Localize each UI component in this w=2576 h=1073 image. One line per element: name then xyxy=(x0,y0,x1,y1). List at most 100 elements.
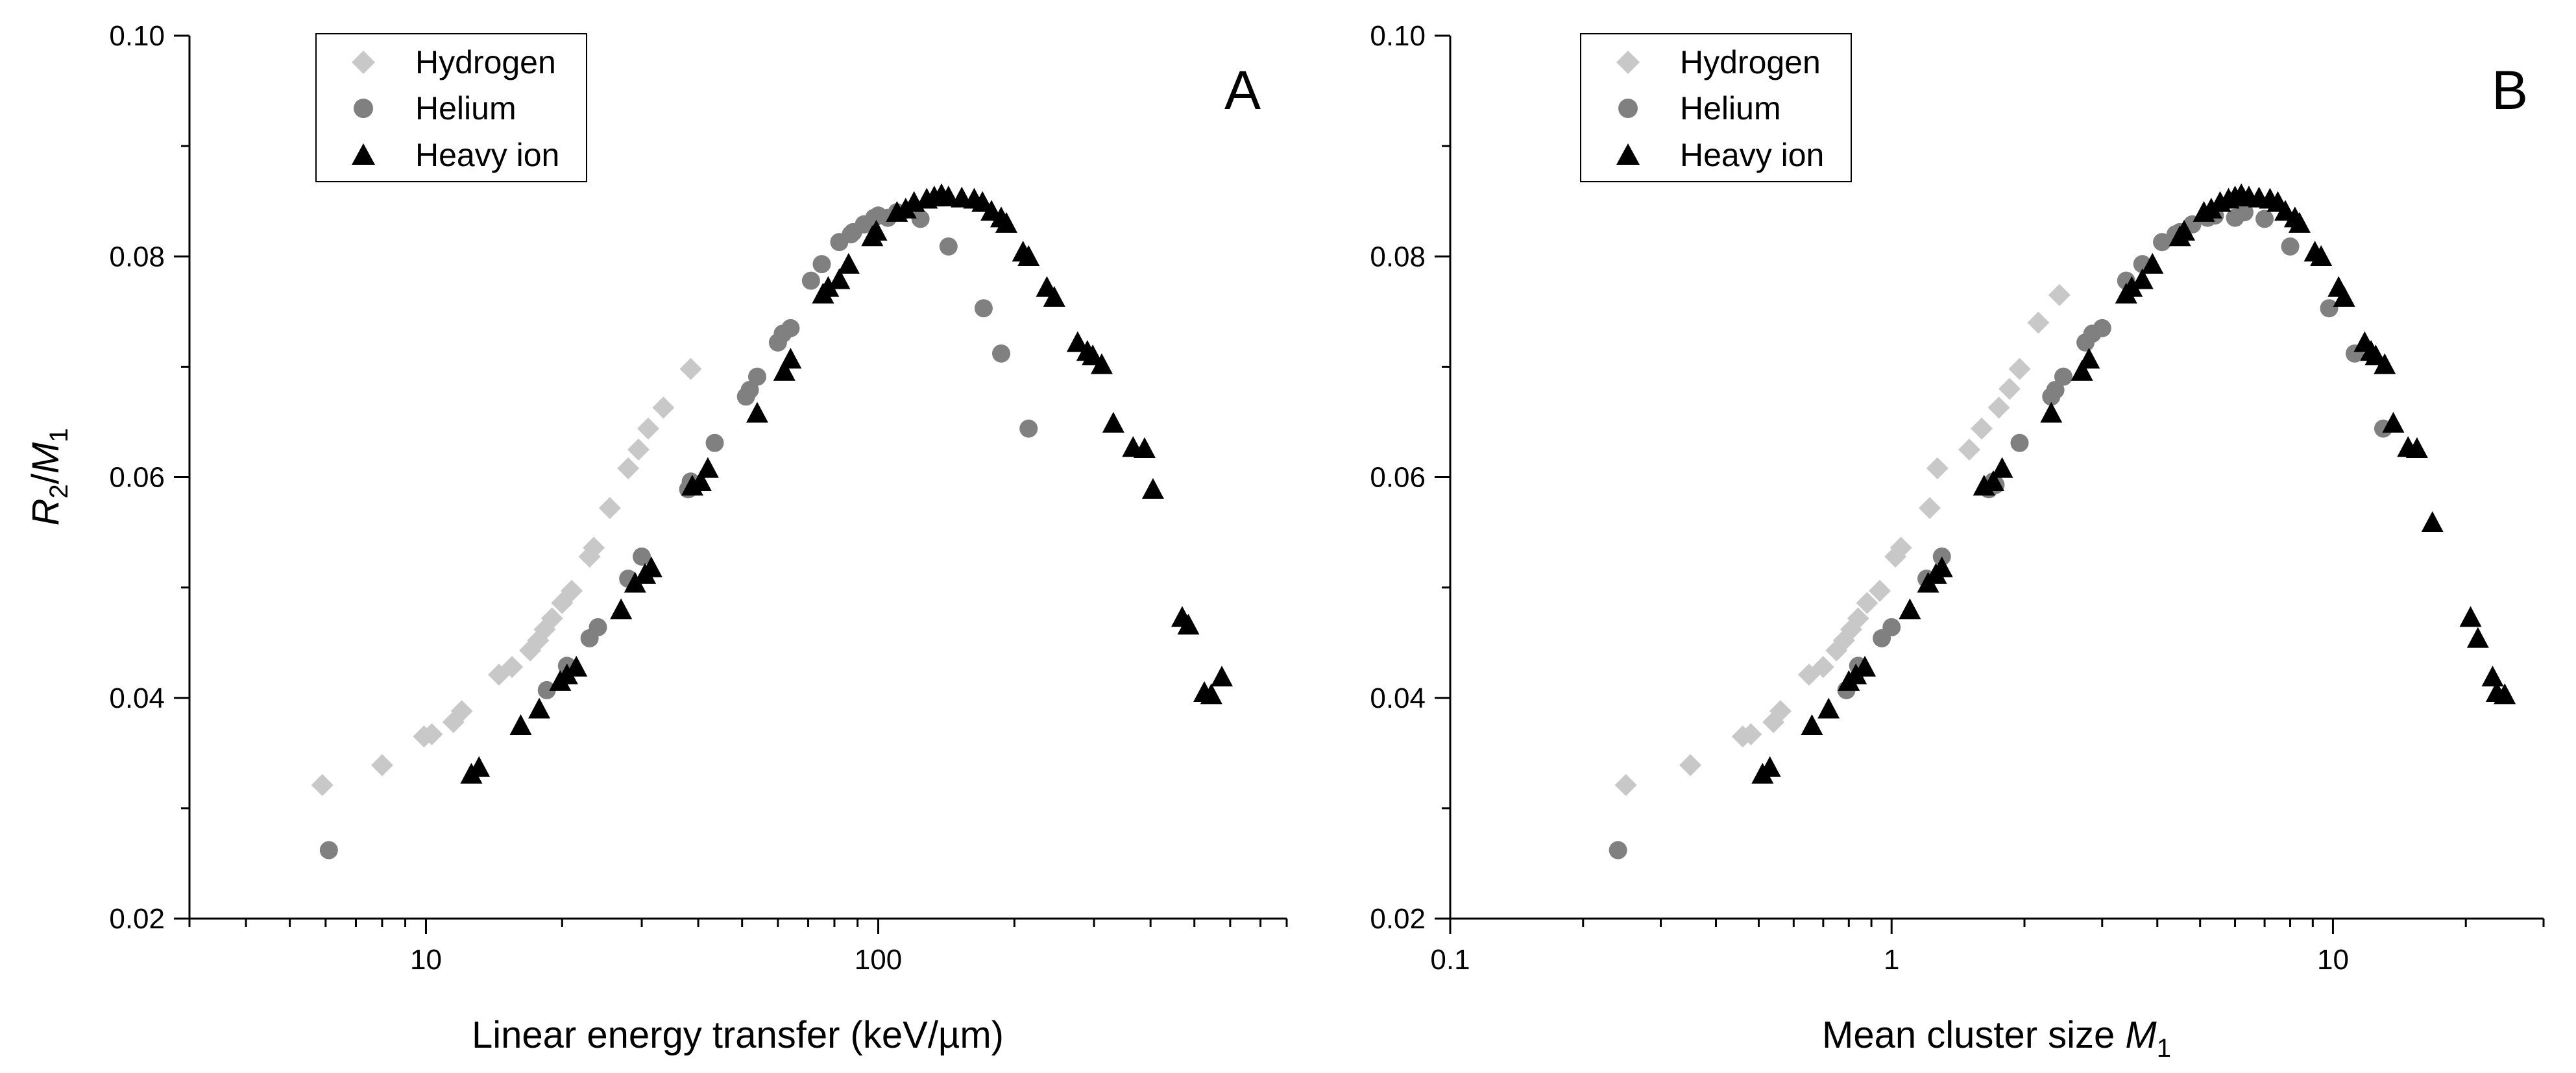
panel-b-heavy-ion-point xyxy=(2481,666,2504,687)
panel-a-marks xyxy=(311,183,1233,860)
panel-b-hydrogen-point xyxy=(1868,579,1891,602)
panel-b-heavy-ion-point xyxy=(2421,511,2444,532)
legend-helium-marker xyxy=(354,99,373,118)
panel-b-ticks: 0.02 0.04 0.06 0.08 0.10 0.1 1 10 xyxy=(1370,20,2545,976)
panel-b-helium-point xyxy=(1609,841,1627,860)
panel-a-helium-point xyxy=(974,299,993,318)
panel-a-heavy-ion-point xyxy=(696,457,719,478)
panel-b-x-tick-label: 10 xyxy=(2317,944,2349,976)
panel-a-ticks: 0.02 0.04 0.06 0.08 0.10 10 100 xyxy=(109,20,1288,976)
panel-a-heavy-ion-point xyxy=(1211,666,1233,687)
panel-b-heavy-ion-point xyxy=(2405,437,2428,458)
panel-a-hydrogen-point xyxy=(541,607,563,630)
legend-helium-marker xyxy=(1618,99,1638,118)
panel-b-heavy-ion-point xyxy=(2040,402,2063,423)
panel-a-heavy-ion-point xyxy=(1090,353,1113,374)
panel-b-heavy-ion-point xyxy=(2374,353,2396,374)
panel-a-heavy-ion-point xyxy=(1133,437,1156,458)
panel-b-helium-point xyxy=(2046,381,2065,400)
panel-b-y-tick-label: 0.06 xyxy=(1370,462,1426,494)
panel-a-hydrogen-point xyxy=(598,497,621,520)
panel-a-helium-point xyxy=(991,344,1010,363)
legend-hydrogen-marker xyxy=(352,51,375,74)
panel-a-x-tick-label: 10 xyxy=(410,944,442,976)
panel-b-hydrogen-point xyxy=(1889,536,1912,559)
panel-b-helium-point xyxy=(2054,367,2072,386)
panel-b-hydrogen-point xyxy=(1987,396,2010,419)
legend-helium-label: Helium xyxy=(1680,90,1781,127)
panel-b-heavy-ion-point xyxy=(2494,683,2516,705)
panel-a-y-tick-label: 0.10 xyxy=(109,20,165,52)
legend-hydrogen-label: Hydrogen xyxy=(1680,44,1821,80)
panel-a-helium-point xyxy=(781,319,800,337)
legend-heavy-ion-label: Heavy ion xyxy=(415,137,559,173)
panel-b-heavy-ion-point xyxy=(1930,556,1953,577)
panel-a-helium-point xyxy=(705,433,724,452)
x-title-prefix: Mean cluster size xyxy=(1822,1014,2125,1056)
panel-b-hydrogen-point xyxy=(1812,656,1834,679)
panel-a-y-tick-label: 0.08 xyxy=(109,241,165,272)
panel-b-hydrogen-point xyxy=(1847,607,1869,630)
panel-a-x-tick-label: 100 xyxy=(855,944,902,976)
panel-a-heavy-ion-point xyxy=(1043,285,1065,307)
panel-a-hydrogen-point xyxy=(583,536,605,559)
x-title-sub: 1 xyxy=(2157,1034,2171,1063)
legend-helium-label: Helium xyxy=(415,90,516,127)
panel-b-helium-point xyxy=(2010,433,2029,452)
panel-a-helium-point xyxy=(1019,419,1038,438)
panel-a-hydrogen-point xyxy=(637,417,659,440)
panel-b-hydrogen-point xyxy=(1769,700,1792,723)
panel-b-heavy-ion-point xyxy=(2141,252,2164,274)
panel-b-hydrogen-point xyxy=(1998,378,2021,400)
panel-a-y-tick-label: 0.04 xyxy=(109,682,165,714)
panel-b-label: B xyxy=(2492,60,2528,121)
panel-b-y-tick-label: 0.04 xyxy=(1370,682,1426,714)
panel-a-heavy-ion-point xyxy=(565,655,588,677)
legend-entry-helium: Helium xyxy=(354,90,516,127)
panel-b-heavy-ion-point xyxy=(2078,348,2100,369)
panel-a-heavy-ion-point xyxy=(528,697,551,719)
panel-b-heavy-ion-point xyxy=(1991,457,2013,478)
panel-a-heavy-ion-point xyxy=(773,359,796,381)
panel-b-hydrogen-point xyxy=(1614,774,1637,797)
panel-b-heavy-ion-point xyxy=(2173,219,2196,241)
panel-a-hydrogen-point xyxy=(617,457,640,479)
panel-a-helium-point xyxy=(801,271,820,290)
panel-a-hydrogen-point xyxy=(627,438,650,461)
panel-a-hydrogen-point xyxy=(420,723,443,745)
y-title-r-sub: 2 xyxy=(45,484,73,498)
panel-a-heavy-ion-point xyxy=(995,211,1017,233)
y-title-m: M xyxy=(25,442,67,474)
panel-a-hydrogen-point xyxy=(371,754,393,777)
panel-b-helium-point xyxy=(2235,203,2254,222)
panel-a-heavy-ion-point xyxy=(640,556,662,577)
panel-b-helium-point xyxy=(2281,237,2300,256)
panel-a-legend: Hydrogen Helium Heavy ion xyxy=(315,33,587,182)
panel-b-heavy-ion-point xyxy=(2288,211,2311,233)
panel-b-hydrogen-point xyxy=(1926,457,1949,479)
legend-heavy-ion-marker xyxy=(352,143,375,165)
panel-a-heavy-ion-point xyxy=(937,186,960,207)
panel-a-helium-point xyxy=(633,547,651,566)
panel-a-hydrogen-point xyxy=(501,656,524,679)
panel-b-y-tick-label: 0.10 xyxy=(1370,20,1426,52)
panel-a-heavy-ion-point xyxy=(817,276,840,297)
panel-b-helium-point xyxy=(1882,618,1901,636)
panel-a-label: A xyxy=(1224,60,1261,121)
panel-b-heavy-ion-point xyxy=(1899,598,1921,620)
panel-a-heavy-ion-point xyxy=(1177,614,1200,635)
panel-a-helium-point xyxy=(589,618,607,636)
panel-b-heavy-ion-point xyxy=(2310,245,2333,266)
panel-a-y-tick-label: 0.06 xyxy=(109,462,165,494)
panel-b-heavy-ion-point xyxy=(2131,268,2154,289)
legend-entry-hydrogen: Hydrogen xyxy=(1616,44,1821,80)
panel-b-hydrogen-point xyxy=(2048,283,2071,306)
panel-b-hydrogen-point xyxy=(1856,592,1878,614)
panel-a-helium-point xyxy=(812,255,831,274)
legend-hydrogen-marker xyxy=(1616,51,1640,74)
panel-b-heavy-ion-point xyxy=(2382,411,2405,433)
panel-a-heavy-ion-point xyxy=(779,348,802,369)
panel-b-hydrogen-point xyxy=(1740,723,1762,745)
panel-b-heavy-ion-point xyxy=(1817,697,1840,719)
panel-b-helium-point xyxy=(2093,319,2111,337)
